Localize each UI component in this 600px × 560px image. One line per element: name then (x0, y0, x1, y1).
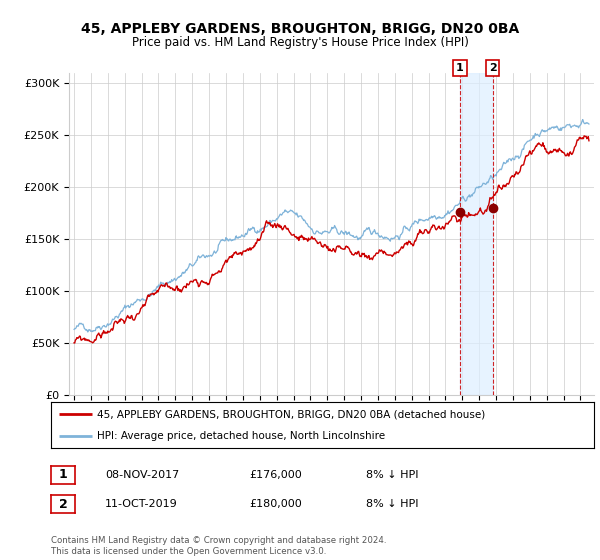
Text: HPI: Average price, detached house, North Lincolnshire: HPI: Average price, detached house, Nort… (97, 431, 385, 441)
Text: 45, APPLEBY GARDENS, BROUGHTON, BRIGG, DN20 0BA: 45, APPLEBY GARDENS, BROUGHTON, BRIGG, D… (81, 22, 519, 36)
Text: 08-NOV-2017: 08-NOV-2017 (105, 470, 179, 480)
Text: 1: 1 (59, 468, 67, 482)
Text: 11-OCT-2019: 11-OCT-2019 (105, 499, 178, 509)
Bar (460, 73, 493, 395)
Text: 8% ↓ HPI: 8% ↓ HPI (366, 499, 419, 509)
Text: 1: 1 (456, 63, 464, 73)
Text: £180,000: £180,000 (249, 499, 302, 509)
Text: 8% ↓ HPI: 8% ↓ HPI (366, 470, 419, 480)
Text: Contains HM Land Registry data © Crown copyright and database right 2024.
This d: Contains HM Land Registry data © Crown c… (51, 536, 386, 556)
Text: £176,000: £176,000 (249, 470, 302, 480)
Text: 45, APPLEBY GARDENS, BROUGHTON, BRIGG, DN20 0BA (detached house): 45, APPLEBY GARDENS, BROUGHTON, BRIGG, D… (97, 409, 485, 419)
Text: Price paid vs. HM Land Registry's House Price Index (HPI): Price paid vs. HM Land Registry's House … (131, 36, 469, 49)
Text: 2: 2 (59, 497, 67, 511)
Text: 2: 2 (488, 63, 496, 73)
